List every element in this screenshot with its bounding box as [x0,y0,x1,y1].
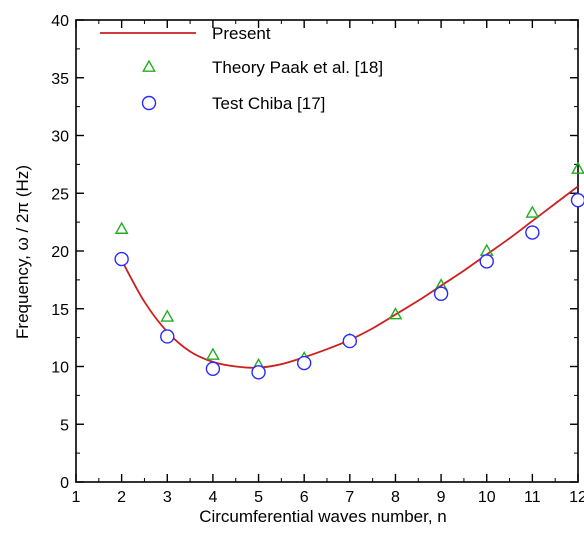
theory-paak-point [114,221,129,234]
x-tick-label: 2 [117,489,126,506]
x-tick-label: 11 [524,489,541,506]
y-tick-label: 30 [51,129,69,146]
test-chiba-point [525,225,540,240]
x-tick-label: 4 [208,489,217,506]
theory-paak-point [571,161,584,174]
theory-paak-point [206,347,220,360]
test-chiba-point [479,254,494,269]
y-axis-label: Frequency, ω / 2π (Hz) [13,165,32,339]
y-tick-label: 15 [51,302,69,319]
y-tick-label: 35 [51,71,69,88]
y-tick-label: 5 [60,417,69,434]
y-tick-label: 0 [60,475,69,492]
test-chiba-point [114,251,129,267]
x-tick-label: 8 [391,489,400,506]
legend-label: Present [212,24,271,43]
x-axis-label: Circumferential waves number, n [199,507,447,526]
y-tick-label: 10 [51,360,69,377]
x-tick-label: 1 [72,489,81,506]
x-tick-label: 3 [163,489,172,506]
test-chiba-point [342,333,358,349]
y-tick-label: 40 [51,13,69,30]
x-tick-label: 6 [300,489,309,506]
theory-paak-point [388,307,403,320]
test-chiba-point [251,365,266,380]
test-chiba-point [296,355,312,371]
test-chiba-point [433,286,449,301]
test-chiba-point [570,192,584,208]
legend: Present Theory Paak et al. [18] Test Chiba… [100,24,383,113]
test-chiba-point [160,329,175,344]
x-tick-label: 9 [437,489,446,506]
plot-frame [75,19,579,483]
x-tick-label: 10 [478,489,496,506]
y-tick-label: 20 [51,244,69,261]
legend-marker-triangle [142,59,156,72]
legend-label: Theory Paak et al. [18] [212,58,383,77]
x-tick-label: 7 [345,489,354,506]
legend-label: Test Chiba [17] [212,94,325,113]
theory-paak-point [525,205,540,218]
x-tick-label: 12 [569,489,584,506]
x-tick-label: 5 [254,489,263,506]
legend-marker-circle [141,95,157,111]
theory-paak-point [160,309,175,322]
test-chiba-point [205,361,221,377]
y-tick-label: 25 [51,186,69,203]
